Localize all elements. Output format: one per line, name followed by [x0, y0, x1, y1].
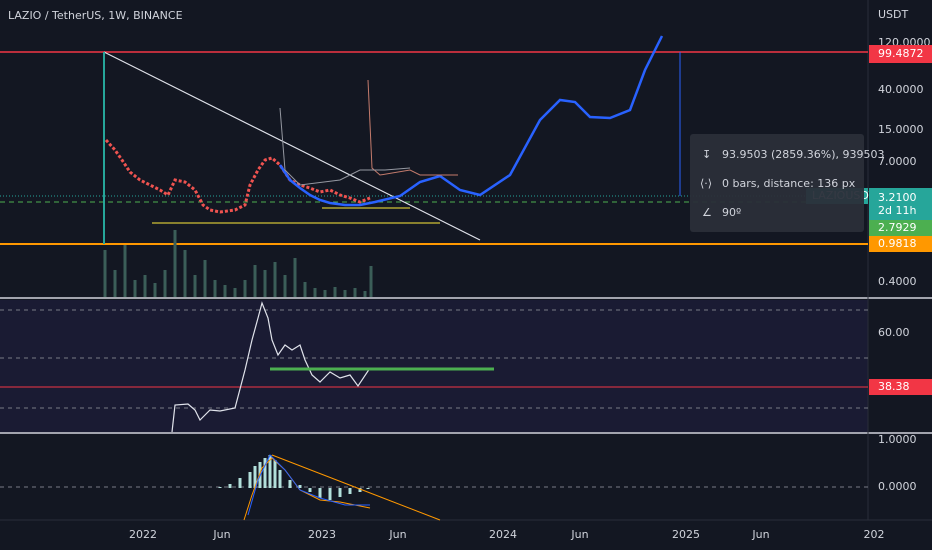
badge-bg [869, 379, 932, 395]
resistance-badge: 99.4872 [878, 47, 924, 60]
time-label: Jun [751, 528, 769, 541]
macd-label: 0.0000 [878, 480, 917, 493]
green-badge: 2.7929 [878, 221, 917, 234]
rsi-badge: 38.38 [878, 380, 910, 393]
badge-bg [869, 188, 932, 220]
badge-bg [869, 45, 932, 63]
time-label: 202 [864, 528, 885, 541]
badge-bg [869, 220, 932, 236]
chart-title: LAZIO / TetherUS, 1W, BINANCE [8, 9, 183, 22]
price-label: 40.0000 [878, 83, 924, 96]
time-label: Jun [212, 528, 230, 541]
price-label: 15.0000 [878, 123, 924, 136]
indicator-line [367, 79, 458, 176]
tooltip-icon: ↧ [702, 148, 711, 161]
badge-bg [869, 236, 932, 252]
time-label: Jun [388, 528, 406, 541]
time-label: 2025 [672, 528, 700, 541]
tooltip-angle: 90º [722, 206, 741, 219]
candles [104, 138, 371, 214]
tooltip-price: 93.9503 (2859.36%), 939503 [722, 148, 885, 161]
countdown-badge: 2d 11h [878, 204, 916, 217]
volume-bars [103, 230, 373, 297]
time-label: Jun [570, 528, 588, 541]
measure-tooltip [690, 134, 864, 232]
tooltip-icon: ∠ [702, 206, 712, 219]
macd-line [247, 454, 370, 516]
macd-histogram [218, 455, 370, 500]
time-label: 2022 [129, 528, 157, 541]
rsi-line [171, 301, 371, 433]
tooltip-icon: ⟨·⟩ [700, 177, 712, 190]
axis-unit: USDT [878, 8, 909, 21]
tooltip-bars: 0 bars, distance: 136 px [722, 177, 856, 190]
rsi-label: 60.00 [878, 326, 910, 339]
macd-trend [271, 454, 441, 521]
last-price-badge: 3.2100 [878, 191, 917, 204]
time-label: 2023 [308, 528, 336, 541]
trend-line [103, 51, 481, 241]
price-label: 0.4000 [878, 275, 917, 288]
rsi-pane [0, 300, 868, 432]
indicator-line [279, 107, 411, 186]
price-label: 7.0000 [878, 155, 917, 168]
projection-path [278, 35, 664, 207]
support-badge: 0.9818 [878, 237, 917, 250]
macd-label: 1.0000 [878, 433, 917, 446]
time-label: 2024 [489, 528, 517, 541]
